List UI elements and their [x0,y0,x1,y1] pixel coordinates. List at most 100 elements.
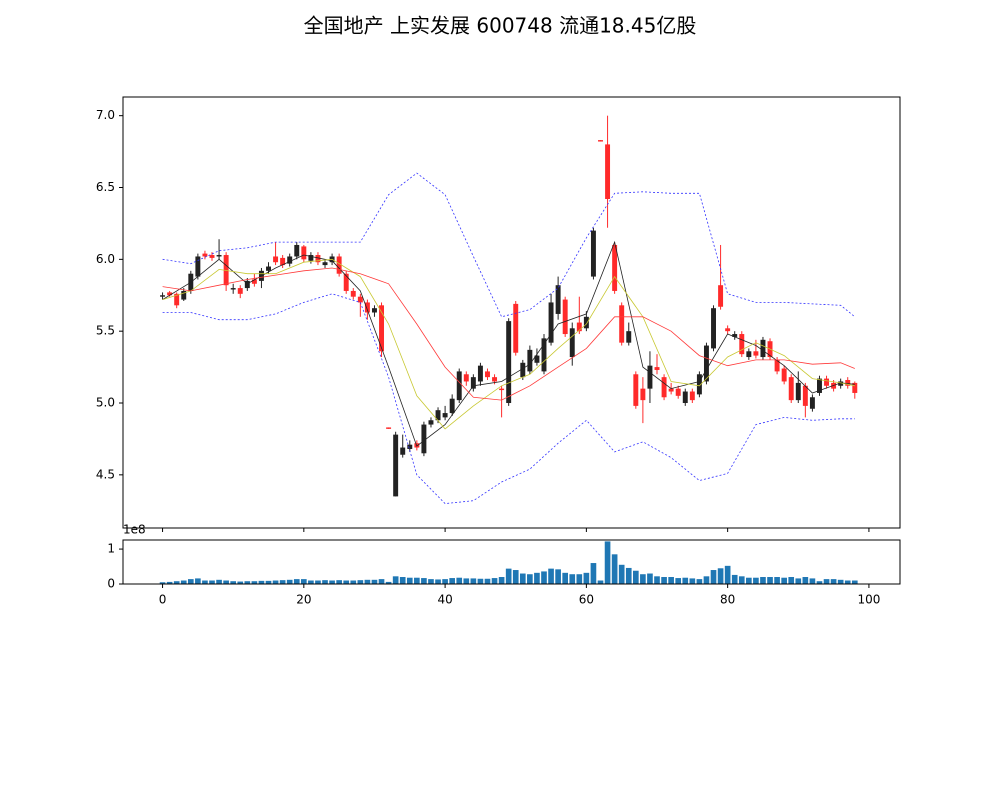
candle-body [456,371,462,401]
candle-body [470,377,476,389]
candle-body [287,256,293,264]
volume-bar [477,578,484,584]
candle-body [273,256,279,263]
volume-bar [308,580,314,584]
candle-body [357,296,363,303]
volume-bar [548,568,554,584]
candle-body [527,349,533,372]
candle-body [202,253,208,257]
candle-body [541,338,547,372]
volume-bar [293,579,300,584]
volume-bar [371,579,378,584]
volume-bar [202,580,208,584]
volume-bar [851,580,858,584]
x-tick-label: 40 [437,593,452,607]
volume-bar [498,577,505,584]
candle-body [492,377,498,382]
volume-bar [385,581,392,584]
candle-body [562,299,568,335]
candle-body [788,377,794,401]
candle-body [174,293,180,306]
candle-body [696,374,702,395]
volume-bar [611,554,618,584]
volume-bar [569,574,576,584]
volume-bar [519,573,526,584]
volume-bar [830,579,837,584]
volume-bar [484,578,491,584]
candle-body [407,444,413,449]
volume-bar [837,579,844,584]
volume-bar [336,580,342,584]
candle-body [308,255,314,261]
candle-body [499,388,505,391]
volume-bar [505,568,512,584]
volume-bar [682,577,689,584]
candle-body [760,339,766,358]
volume-bar [654,576,660,584]
volume-bar [597,580,604,584]
volume-bar [717,568,724,584]
volume-bar [541,571,547,584]
volume-bar [216,579,222,584]
candle-body [718,285,724,307]
candle-body [555,285,561,314]
indicator-line [162,258,855,430]
volume-bar [173,581,180,584]
volume-bar [187,579,194,584]
volume-bar [746,577,752,584]
candle-body [294,244,300,257]
volume-bar [237,581,244,584]
candle-body [675,388,681,396]
candle-body [781,368,787,382]
candle-body [583,316,589,329]
chart-title: 全国地产 上实发展 600748 流通18.45亿股 [304,14,697,38]
candle-body [753,351,759,356]
volume-bar [258,580,265,584]
candle-body [569,328,575,358]
candle-body [350,290,356,297]
volume-bar [753,577,759,584]
volume-bar [767,577,773,584]
volume-bar [343,580,350,584]
y-tick-label: 7.0 [96,108,115,122]
volume-bar [731,574,738,584]
candle-body [576,322,582,332]
volume-bar [357,580,364,584]
candle-body [647,365,653,389]
candle-body [230,288,236,290]
volume-bar [350,580,357,584]
volume-bar [604,541,611,584]
volume-bar [180,580,187,584]
candle-body [251,279,257,284]
volume-bar [625,567,632,584]
candle-body [371,308,377,313]
x-tick-label: 60 [579,593,594,607]
volume-bar [230,581,237,584]
candle-body [485,371,490,378]
y-tick-label: 6.5 [96,180,115,194]
x-tick-label: 0 [159,593,167,607]
volume-bar [618,564,625,584]
volume-bar [166,581,173,584]
candle-body [809,397,815,409]
volume-bar [470,578,477,584]
candle-body [343,273,349,291]
candle-body [626,331,632,343]
candle-body [393,434,399,497]
y-tick-label: 4.5 [96,467,115,481]
volume-bar [760,577,766,584]
candle-body [802,385,808,406]
indicator-line [162,267,855,401]
volume-bar [286,579,293,584]
candle-body [852,382,858,393]
candle-body [824,378,830,386]
volume-bar [795,578,802,584]
plot-frame [122,539,901,585]
candle-body [746,351,752,358]
volume-bar [583,572,590,584]
candle-body [774,359,780,372]
volume-bar [364,579,371,584]
volume-bar [378,579,385,584]
volume-bar [788,577,795,584]
